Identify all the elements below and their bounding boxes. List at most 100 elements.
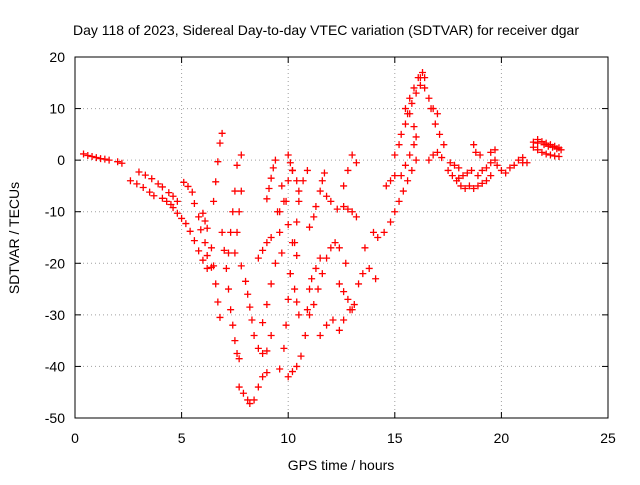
data-point [529, 138, 537, 146]
data-point [429, 105, 437, 113]
data-point [263, 239, 271, 247]
data-point [406, 110, 414, 118]
data-point [316, 331, 324, 339]
data-point [335, 326, 343, 334]
data-point [231, 187, 239, 195]
data-point [491, 156, 499, 164]
data-point [201, 239, 209, 247]
data-point [327, 244, 335, 252]
data-point [222, 264, 230, 272]
data-point [254, 383, 262, 391]
data-point [295, 187, 303, 195]
data-point [340, 182, 348, 190]
data-point [246, 400, 254, 408]
data-point [340, 316, 348, 324]
data-point [540, 141, 548, 149]
data-point [197, 226, 205, 234]
data-point [395, 141, 403, 149]
data-point [148, 175, 156, 183]
data-point [280, 197, 288, 205]
data-point [425, 156, 433, 164]
data-point [493, 161, 501, 169]
data-point [487, 159, 495, 167]
data-point [218, 129, 226, 137]
data-point [436, 130, 444, 138]
data-point [323, 254, 331, 262]
data-point [80, 150, 88, 158]
data-point [372, 275, 380, 283]
data-point [401, 161, 409, 169]
y-tick-label: -10 [45, 204, 65, 220]
data-point [455, 164, 463, 172]
data-point [207, 244, 215, 252]
data-point [263, 347, 271, 355]
data-point [180, 178, 188, 186]
data-point [329, 316, 337, 324]
data-points [80, 68, 565, 408]
data-point [214, 298, 222, 306]
data-point [141, 171, 149, 179]
data-point [284, 177, 292, 185]
y-tick-label: 20 [49, 49, 65, 65]
data-point [299, 177, 307, 185]
data-point [542, 150, 550, 158]
data-point [382, 182, 390, 190]
data-point [84, 152, 92, 160]
data-point [412, 156, 420, 164]
data-point [233, 161, 241, 169]
x-tick-label: 20 [494, 430, 510, 446]
y-tick-label: -30 [45, 307, 65, 323]
y-tick-label: -40 [45, 358, 65, 374]
data-point [203, 224, 211, 232]
data-point [306, 311, 314, 319]
y-tick-label: -20 [45, 255, 65, 271]
data-point [237, 151, 245, 159]
data-point [497, 166, 505, 174]
data-point [365, 264, 373, 272]
data-point [408, 99, 416, 107]
data-point [190, 237, 198, 245]
chart-title: Day 118 of 2023, Sidereal Day-to-day VTE… [73, 22, 579, 38]
x-axis-label: GPS time / hours [288, 457, 395, 473]
data-point [474, 172, 482, 180]
data-point [380, 228, 388, 236]
data-point [227, 306, 235, 314]
data-point [203, 252, 211, 260]
data-point [401, 105, 409, 113]
data-point [346, 306, 354, 314]
data-point [306, 285, 314, 293]
data-point [472, 148, 480, 156]
data-point [199, 256, 207, 264]
data-point [314, 285, 322, 293]
data-point [510, 161, 518, 169]
data-point [433, 110, 441, 118]
data-point [216, 139, 224, 147]
data-point [478, 166, 486, 174]
plot-frame [74, 56, 609, 419]
data-point [487, 172, 495, 180]
data-point [478, 179, 486, 187]
data-point [335, 280, 343, 288]
data-point [344, 205, 352, 213]
data-point [231, 249, 239, 257]
data-point [318, 177, 326, 185]
data-point [169, 192, 177, 200]
data-point [267, 174, 275, 182]
data-point [342, 259, 350, 267]
data-point [333, 205, 341, 213]
data-point [114, 158, 122, 166]
data-point [557, 146, 565, 154]
data-point [118, 159, 126, 167]
data-point [549, 143, 557, 151]
data-point [318, 270, 326, 278]
data-point [348, 151, 356, 159]
data-point [158, 183, 166, 191]
data-point [391, 208, 399, 216]
data-point [293, 252, 301, 260]
data-point [410, 123, 418, 131]
data-point [320, 169, 328, 177]
data-point [546, 151, 554, 159]
data-point [395, 197, 403, 205]
